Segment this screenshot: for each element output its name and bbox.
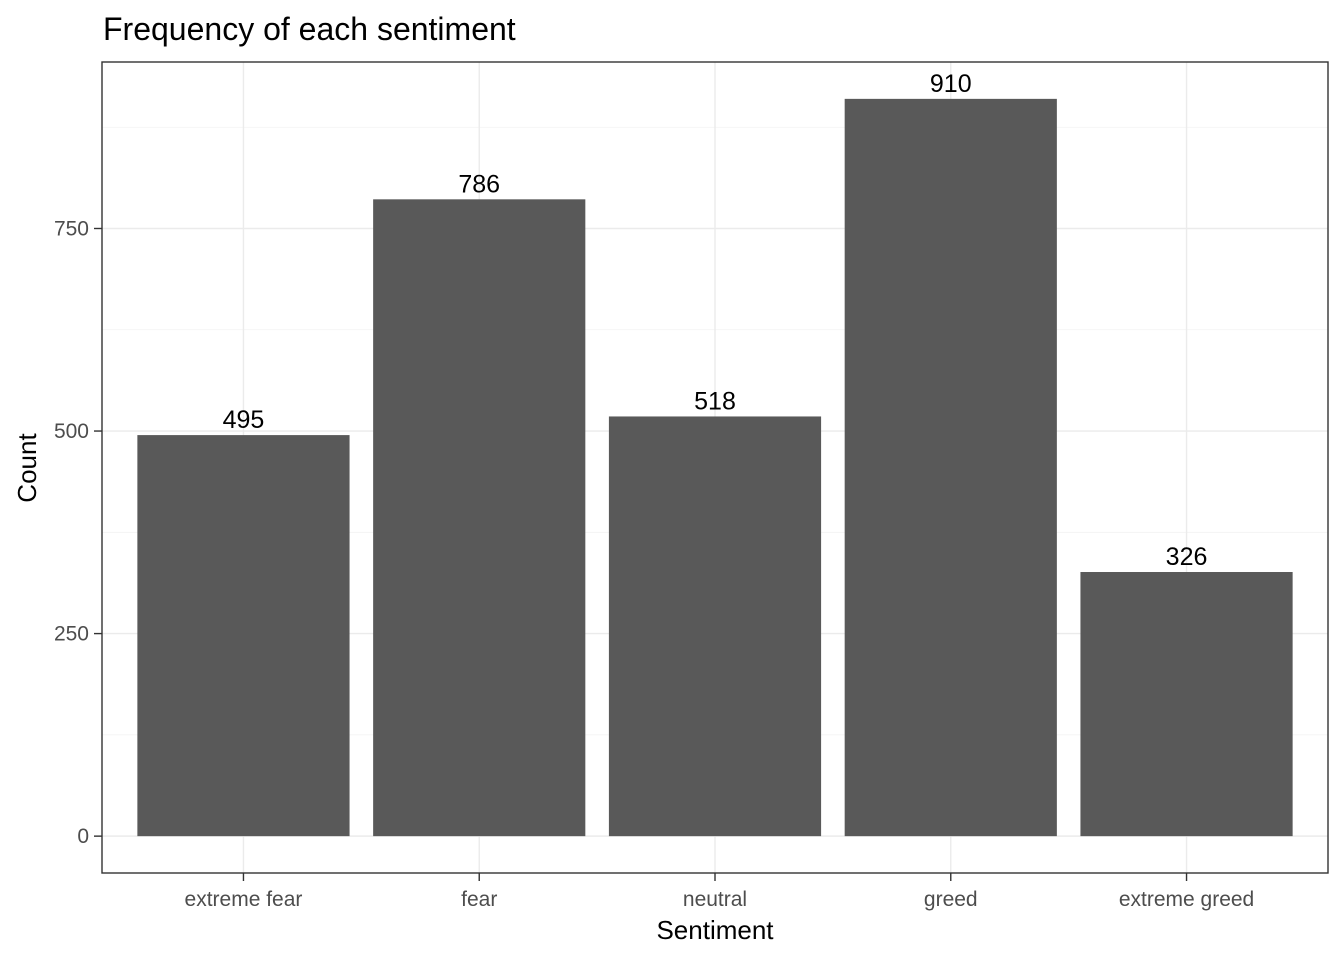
x-tick-label-extreme-fear: extreme fear: [185, 888, 303, 911]
x-tick-label-fear: fear: [461, 888, 497, 911]
y-tick-label-2: 500: [54, 420, 89, 443]
y-tick-label-0: 0: [77, 825, 89, 848]
bar-greed: [844, 98, 1057, 837]
bars: [137, 98, 1293, 837]
bar-fear: [373, 199, 586, 837]
chart-title: Frequency of each sentiment: [103, 11, 516, 47]
x-axis-ticks: extreme fear fear neutral greed extreme gree…: [185, 873, 1254, 911]
x-tick-label-greed: greed: [924, 888, 978, 911]
data-label-extreme-greed: 326: [1166, 543, 1208, 571]
x-tick-label-neutral: neutral: [683, 888, 747, 911]
data-label-greed: 910: [930, 70, 972, 98]
y-axis-ticks: 0 250 500 750: [54, 217, 102, 848]
data-label-extreme-fear: 495: [223, 406, 265, 434]
y-tick-label-1: 250: [54, 623, 89, 646]
y-tick-label-3: 750: [54, 217, 89, 240]
data-label-fear: 786: [458, 170, 500, 198]
data-label-neutral: 518: [694, 387, 736, 415]
x-axis-title: Sentiment: [656, 915, 774, 945]
data-labels: 495 786 518 910 326: [223, 70, 1208, 571]
bar-extreme-fear: [137, 435, 350, 837]
x-tick-label-extreme-greed: extreme greed: [1119, 888, 1254, 911]
bar-neutral: [608, 416, 822, 837]
y-axis-title: Count: [12, 433, 42, 503]
bar-extreme-greed: [1080, 572, 1293, 837]
